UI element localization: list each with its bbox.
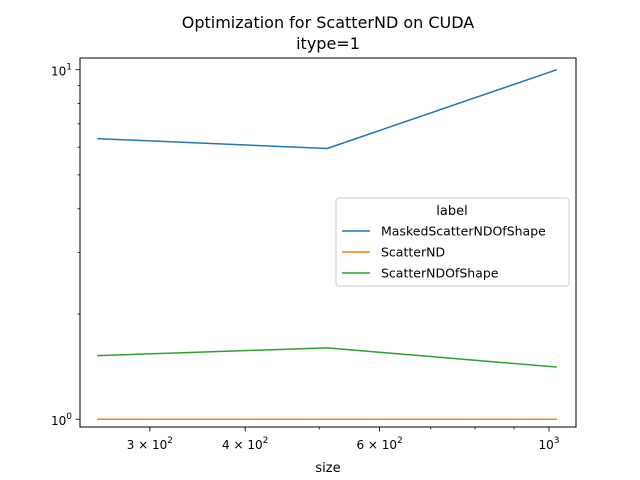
x-tick-label: 103	[538, 436, 559, 452]
plot-area	[97, 68, 558, 420]
x-tick-label-exponent: 3	[554, 436, 560, 446]
x-tick-label: 3 × 102	[127, 436, 173, 452]
x-tick-label-exponent: 2	[397, 436, 403, 446]
x-tick-label-exponent: 2	[263, 436, 269, 446]
x-tick-label-base: 6 × 10	[356, 438, 397, 452]
y-tick-label: 100	[51, 412, 72, 428]
x-tick-label-base: 10	[538, 438, 553, 452]
x-tick-label-exponent: 2	[167, 436, 173, 446]
y-tick-label-exponent: 1	[66, 63, 72, 73]
y-tick-label-exponent: 0	[66, 412, 72, 422]
legend-item-label: ScatterND	[381, 245, 445, 260]
chart-title: Optimization for ScatterND on CUDA	[182, 13, 475, 32]
y-tick-label: 101	[51, 63, 72, 79]
x-axis-label: size	[315, 461, 340, 476]
legend-title: label	[436, 204, 467, 219]
y-tick-label-base: 10	[51, 65, 66, 79]
legend-item-label: MaskedScatterNDOfShape	[381, 224, 546, 239]
chart-subtitle: itype=1	[296, 34, 360, 53]
legend: label MaskedScatterNDOfShape ScatterND Sca…	[335, 197, 570, 287]
y-tick-label-base: 10	[51, 414, 66, 428]
legend-item-label: ScatterNDOfShape	[381, 266, 499, 281]
x-tick-label: 6 × 102	[356, 436, 402, 452]
x-tick-label: 4 × 102	[222, 436, 268, 452]
legend-box	[335, 197, 570, 287]
plot-frame	[79, 57, 577, 428]
series-line-maskedscatterndofshape	[97, 68, 558, 150]
x-tick-label-base: 3 × 10	[127, 438, 168, 452]
series-line-scatterndofshape	[97, 347, 557, 368]
x-tick-label-base: 4 × 10	[222, 438, 263, 452]
